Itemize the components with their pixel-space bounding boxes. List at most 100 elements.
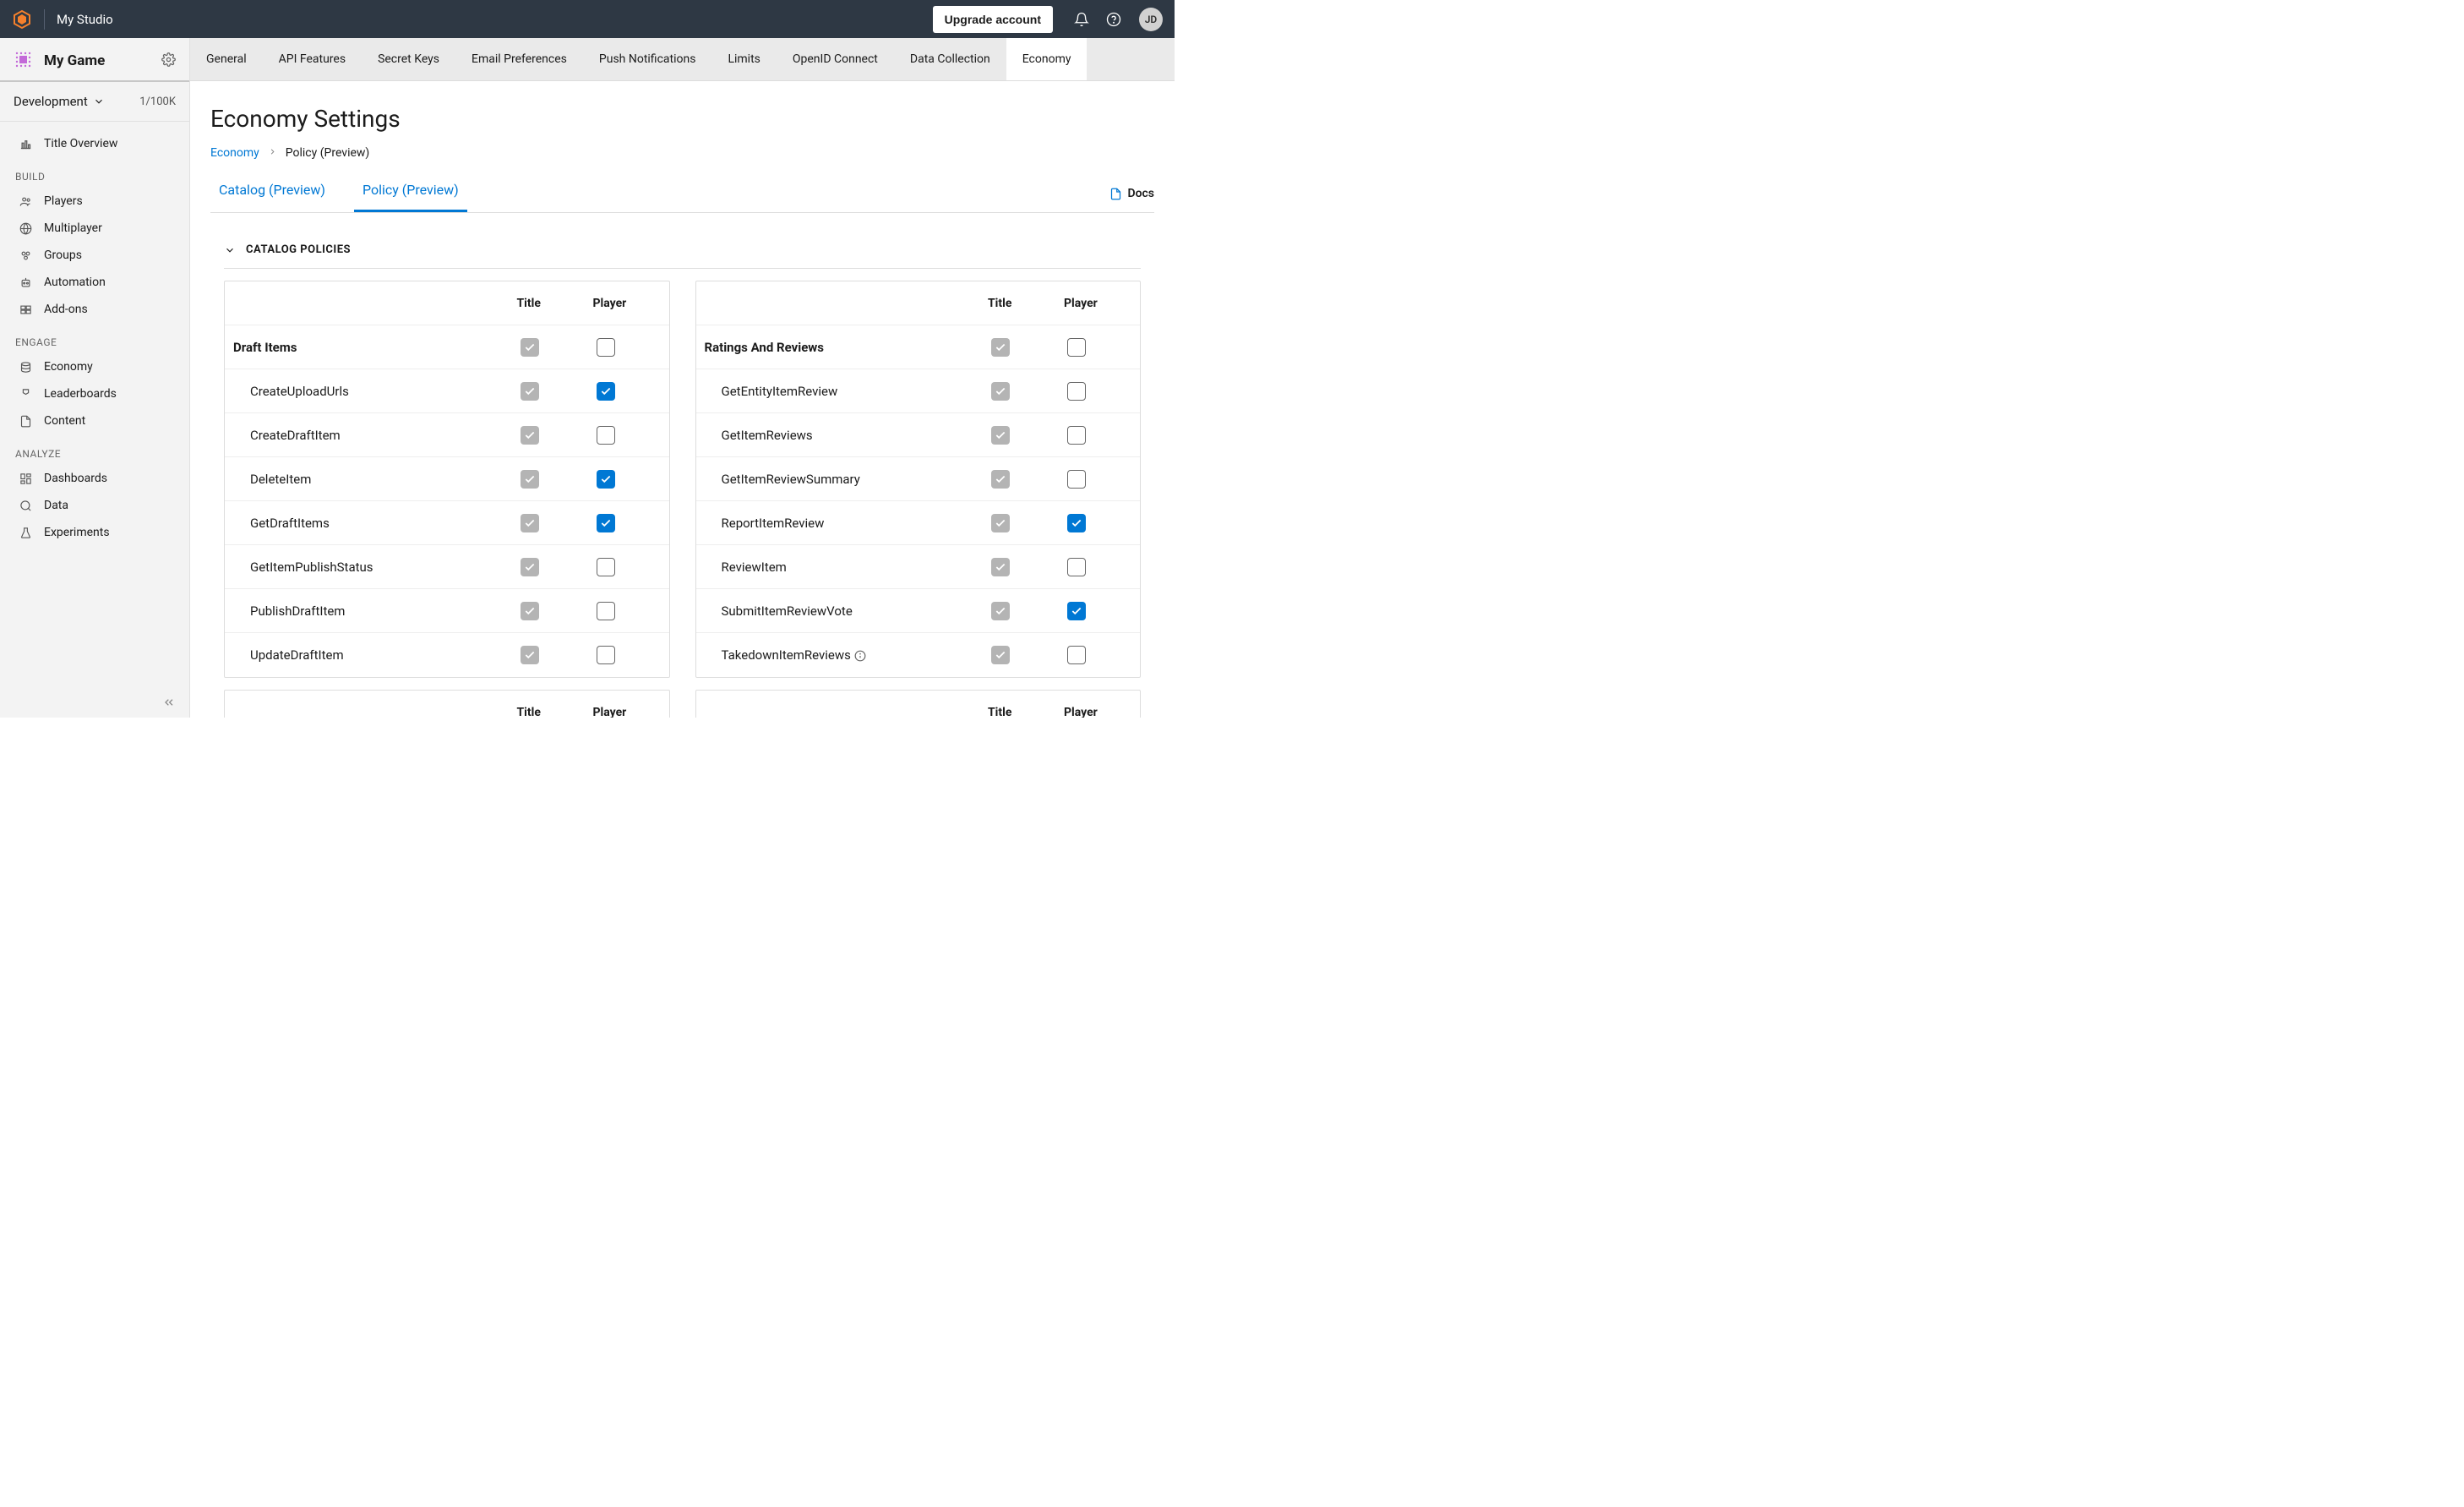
gear-icon[interactable] [161,52,176,70]
tab-email-preferences[interactable]: Email Preferences [455,38,583,80]
checkbox-checked[interactable] [597,514,615,532]
checkbox-disabled [991,558,1010,576]
inner-tab-policy-preview[interactable]: Policy (Preview) [354,175,467,212]
help-icon[interactable] [1100,6,1127,33]
checkbox-disabled [521,602,539,620]
checkbox-unchecked[interactable] [597,558,615,576]
table-row: PublishDraftItem [225,589,669,633]
inner-tabs: Catalog (Preview) Policy (Preview) [210,175,467,212]
topbar: My Studio Upgrade account JD [0,0,1175,38]
sidebar-item-dashboards[interactable]: Dashboards [0,465,189,492]
sidebar-item-groups[interactable]: Groups [0,242,189,269]
table-row: SubmitItemReviewVote [696,589,1141,633]
checkbox-disabled [521,338,539,357]
checkbox-disabled [521,646,539,664]
sidebar-item-economy[interactable]: Economy [0,353,189,380]
tab-api-features[interactable]: API Features [263,38,362,80]
sidebar-item-add-ons[interactable]: Add-ons [0,296,189,323]
info-icon[interactable] [854,650,866,662]
table-row: ReviewItem [696,545,1141,589]
tab-secret-keys[interactable]: Secret Keys [362,38,455,80]
bar-chart-icon [19,137,32,150]
checkbox-unchecked[interactable] [597,426,615,445]
checkbox-checked[interactable] [1067,602,1086,620]
table-row: GetEntityItemReview [696,369,1141,413]
topbar-divider [44,9,45,30]
content-icon [19,414,32,428]
table-row: TakedownItemReviews [696,633,1141,677]
section-analyze-label: ANALYZE [0,434,189,465]
table-row: GetDraftItems [225,501,669,545]
table-header: TitlePlayer [696,281,1141,325]
table-header: TitlePlayer [225,281,669,325]
checkbox-disabled [991,646,1010,664]
sidebar-item-experiments[interactable]: Experiments [0,519,189,546]
table-header: Title Player [696,691,1141,718]
table-row: GetItemReviewSummary [696,457,1141,501]
game-name[interactable]: My Game [44,52,161,69]
sidebar-item-automation[interactable]: Automation [0,269,189,296]
multiplayer-icon [19,221,32,235]
checkbox-checked[interactable] [597,470,615,489]
dashboards-icon [19,472,32,485]
table-group-row: Draft Items [225,325,669,369]
sidebar-header: My Game [0,38,189,82]
tab-push-notifications[interactable]: Push Notifications [583,38,712,80]
checkbox-unchecked[interactable] [1067,382,1086,401]
checkbox-unchecked[interactable] [1067,338,1086,357]
breadcrumb-current: Policy (Preview) [286,146,370,160]
sidebar: My Game Development 1/100K Title Overvie… [0,38,190,718]
checkbox-unchecked[interactable] [1067,426,1086,445]
tab-data-collection[interactable]: Data Collection [894,38,1006,80]
section-build-label: BUILD [0,157,189,188]
collapse-sidebar-button[interactable] [0,687,189,718]
checkbox-checked[interactable] [1067,514,1086,532]
studio-name[interactable]: My Studio [57,12,113,27]
sub-tabs: GeneralAPI FeaturesSecret KeysEmail Pref… [190,38,1175,81]
tab-openid-connect[interactable]: OpenID Connect [777,38,894,80]
table-row: ReportItemReview [696,501,1141,545]
table-group-row: Ratings And Reviews [696,325,1141,369]
checkbox-checked[interactable] [597,382,615,401]
env-name-label: Development [14,94,88,109]
sidebar-item-multiplayer[interactable]: Multiplayer [0,215,189,242]
checkbox-unchecked[interactable] [597,602,615,620]
sidebar-item-content[interactable]: Content [0,407,189,434]
checkbox-unchecked[interactable] [597,646,615,664]
env-count: 1/100K [139,96,176,108]
tab-economy[interactable]: Economy [1006,38,1088,80]
sidebar-item-leaderboards[interactable]: Leaderboards [0,380,189,407]
table-row: UpdateDraftItem [225,633,669,677]
checkbox-disabled [991,382,1010,401]
section-header-catalog-policies[interactable]: CATALOG POLICIES [224,243,1141,269]
leaderboards-icon [19,387,32,401]
sidebar-item-data[interactable]: Data [0,492,189,519]
table-row: DeleteItem [225,457,669,501]
sidebar-item-overview[interactable]: Title Overview [0,130,189,157]
checkbox-unchecked[interactable] [1067,558,1086,576]
policy-table-left-2: Title Player [224,690,670,718]
avatar[interactable]: JD [1139,8,1163,31]
table-row: GetItemPublishStatus [225,545,669,589]
checkbox-unchecked[interactable] [1067,646,1086,664]
table-row: CreateDraftItem [225,413,669,457]
checkbox-unchecked[interactable] [1067,470,1086,489]
upgrade-account-button[interactable]: Upgrade account [933,6,1053,33]
tab-limits[interactable]: Limits [711,38,776,80]
checkbox-disabled [521,558,539,576]
env-selector[interactable]: Development 1/100K [0,82,189,122]
sidebar-item-players[interactable]: Players [0,188,189,215]
page-title: Economy Settings [210,105,1154,133]
docs-link[interactable]: Docs [1109,187,1154,200]
checkbox-disabled [521,382,539,401]
breadcrumb-root[interactable]: Economy [210,146,259,160]
checkbox-unchecked[interactable] [597,338,615,357]
chevron-down-icon [93,96,105,107]
notifications-icon[interactable] [1068,6,1095,33]
inner-tab-catalog-preview[interactable]: Catalog (Preview) [210,175,334,212]
automation-icon [19,276,32,289]
tab-general[interactable]: General [190,38,263,80]
checkbox-disabled [991,602,1010,620]
logo-icon [12,9,32,30]
main: GeneralAPI FeaturesSecret KeysEmail Pref… [190,38,1175,718]
